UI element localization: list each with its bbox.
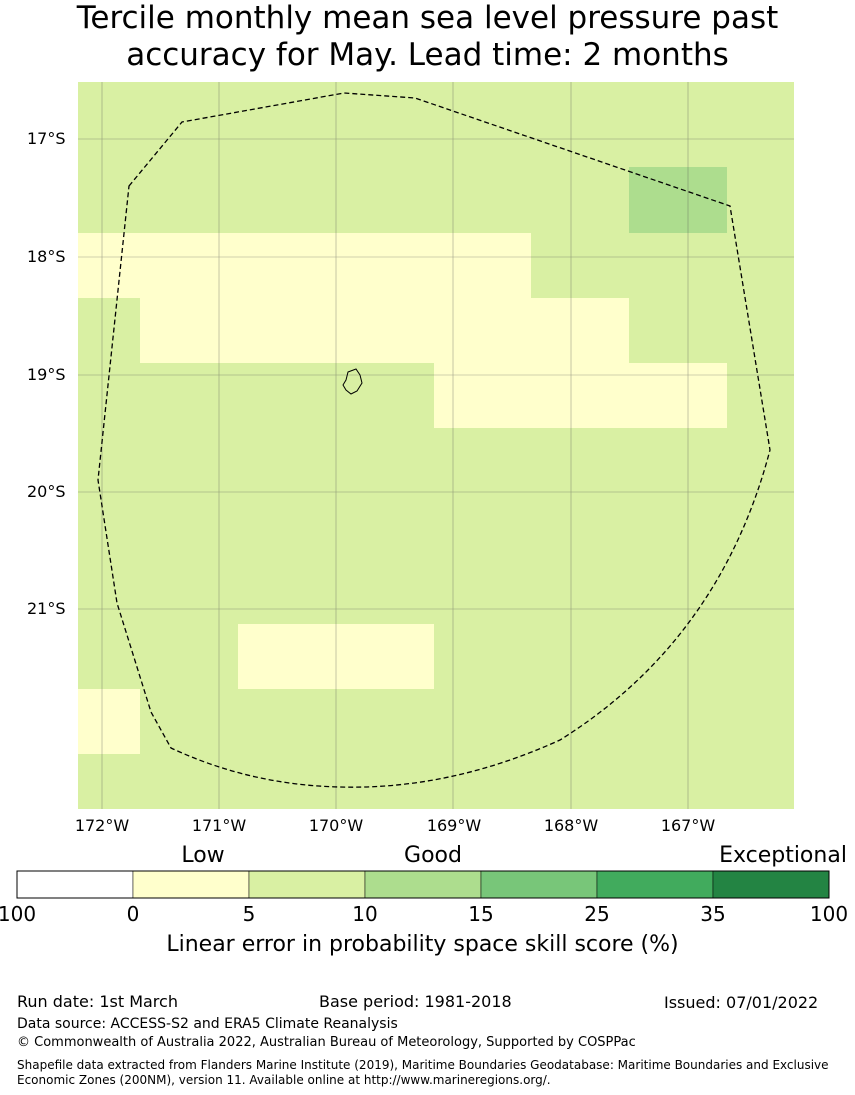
base-period: Base period: 1981-2018 [319,992,512,1011]
lon-label-168w: 168°W [543,816,599,835]
low-skill-cell [78,689,140,754]
colorbar-tick: 15 [468,902,494,926]
title-line-1: Tercile monthly mean sea level pressure … [76,0,779,36]
lat-label-17s: 17°S [27,129,66,148]
lat-label-21s: 21°S [27,599,66,618]
gridlines [78,82,794,809]
eez-boundary [97,92,771,788]
lon-label-172w: 172°W [74,816,130,835]
colorbar-label: Linear error in probability space skill … [166,932,679,957]
island-outline [342,368,363,395]
colorbar-category-exceptional: Exceptional [719,843,847,868]
colorbar-tick: 0 [126,902,140,926]
mid-skill-cell [629,167,727,233]
colorbar-segment [364,870,482,899]
colorbar-tick: 10 [352,902,378,926]
colorbar-segment [712,870,830,899]
run-date: Run date: 1st March [17,992,178,1011]
low-skill-cell [434,363,727,428]
colorbar-tick: 25 [584,902,610,926]
low-skill-cell [78,233,531,298]
colorbar-category-low: Low [181,843,225,868]
shapefile-credit-line-1: Shapefile data extracted from Flanders M… [17,1058,829,1072]
low-skill-cell [140,298,629,363]
lat-label-20s: 20°S [27,482,66,501]
colorbar-segment [596,870,714,899]
lon-label-170w: 170°W [308,816,364,835]
lon-label-169w: 169°W [426,816,482,835]
colorbar-tick: 5 [242,902,256,926]
data-source: Data source: ACCESS-S2 and ERA5 Climate … [17,1016,398,1032]
colorbar-tick: 35 [700,902,726,926]
copyright: © Commonwealth of Australia 2022, Austra… [17,1035,636,1050]
lon-label-171w: 171°W [191,816,247,835]
lat-label-19s: 19°S [27,365,66,384]
lon-label-167w: 167°W [660,816,716,835]
lat-label-18s: 18°S [27,247,66,266]
colorbar [16,870,830,899]
colorbar-segment [480,870,598,899]
title-line-2: accuracy for May. Lead time: 2 months [126,37,729,73]
colorbar-border [16,870,830,899]
shapefile-credit-line-2: Economic Zones (200NM), version 11. Avai… [17,1073,551,1087]
colorbar-tick: 100 [0,902,37,926]
issued-date: Issued: 07/01/2022 [664,993,819,1012]
colorbar-segment [132,870,250,899]
colorbar-segment [248,870,366,899]
colorbar-tick: 100 [809,902,849,926]
colorbar-category-good: Good [404,843,462,868]
colorbar-segment [16,870,134,899]
map-title: Tercile monthly mean sea level pressure … [0,0,855,74]
